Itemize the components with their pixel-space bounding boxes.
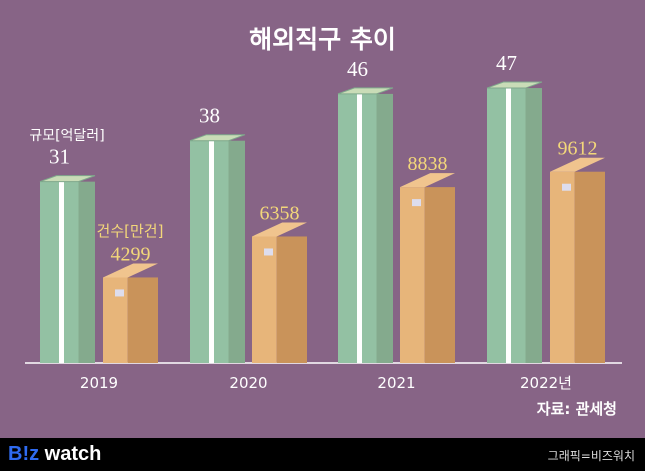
graphic-credit: 그래픽=비즈워치 (547, 449, 635, 463)
x-tick-label: 2022년 (520, 374, 572, 392)
money-value-label: 31 (49, 145, 70, 169)
box-value-label: 9612 (558, 138, 598, 160)
box-bar-side (276, 236, 307, 363)
money-bar-strap (209, 140, 214, 363)
box-barcode-label (264, 248, 273, 256)
money-bar-side (525, 88, 542, 364)
money-value-label: 38 (199, 104, 220, 128)
x-tick-label: 2019 (80, 374, 118, 392)
box-value-label: 4299 (111, 243, 151, 265)
money-bar-top (189, 134, 246, 142)
box-bar-front (550, 171, 575, 363)
money-bar-top (486, 81, 543, 89)
money-bar-side (78, 181, 95, 363)
box-value-label: 6358 (260, 202, 300, 224)
series-label-money: 규모[억달러] (29, 128, 104, 144)
box-barcode-label (412, 199, 421, 207)
box-bar-top (400, 173, 455, 188)
box-bar-side (424, 187, 455, 363)
money-bar-strap (506, 88, 511, 364)
x-tick-label: 2021 (377, 374, 415, 392)
box-bar-side (127, 277, 158, 363)
money-bar-strap (357, 93, 362, 364)
box-barcode-label (115, 289, 124, 297)
box-barcode-label (562, 183, 571, 191)
money-bar-side (228, 140, 245, 363)
money-bar-strap (59, 181, 64, 363)
source-note: 자료: 관세청 (536, 400, 617, 418)
box-value-label: 8838 (408, 153, 448, 175)
box-bar-front (252, 236, 277, 363)
money-bar-top (39, 175, 96, 183)
money-bar-side (376, 93, 393, 364)
chart-title: 해외직구 추이 (249, 25, 396, 54)
footer-bar: B!z watch 그래픽=비즈워치 (0, 438, 645, 471)
money-value-label: 46 (347, 57, 368, 81)
x-tick-label: 2020 (229, 374, 267, 392)
box-bar-top (550, 157, 605, 172)
money-value-label: 47 (496, 51, 517, 75)
bizwatch-logo: B!z watch (8, 443, 102, 465)
box-bar-top (252, 222, 307, 237)
bar-chart: 31 4299 2019 38 6358 2020 46 8838 2021 47 9612 2022… (25, 51, 622, 392)
box-bar-side (574, 171, 605, 363)
series-label-count: 건수[만건] (97, 222, 164, 240)
box-bar-front (400, 187, 425, 363)
money-bar-top (337, 87, 394, 95)
box-bar-top (103, 263, 158, 278)
